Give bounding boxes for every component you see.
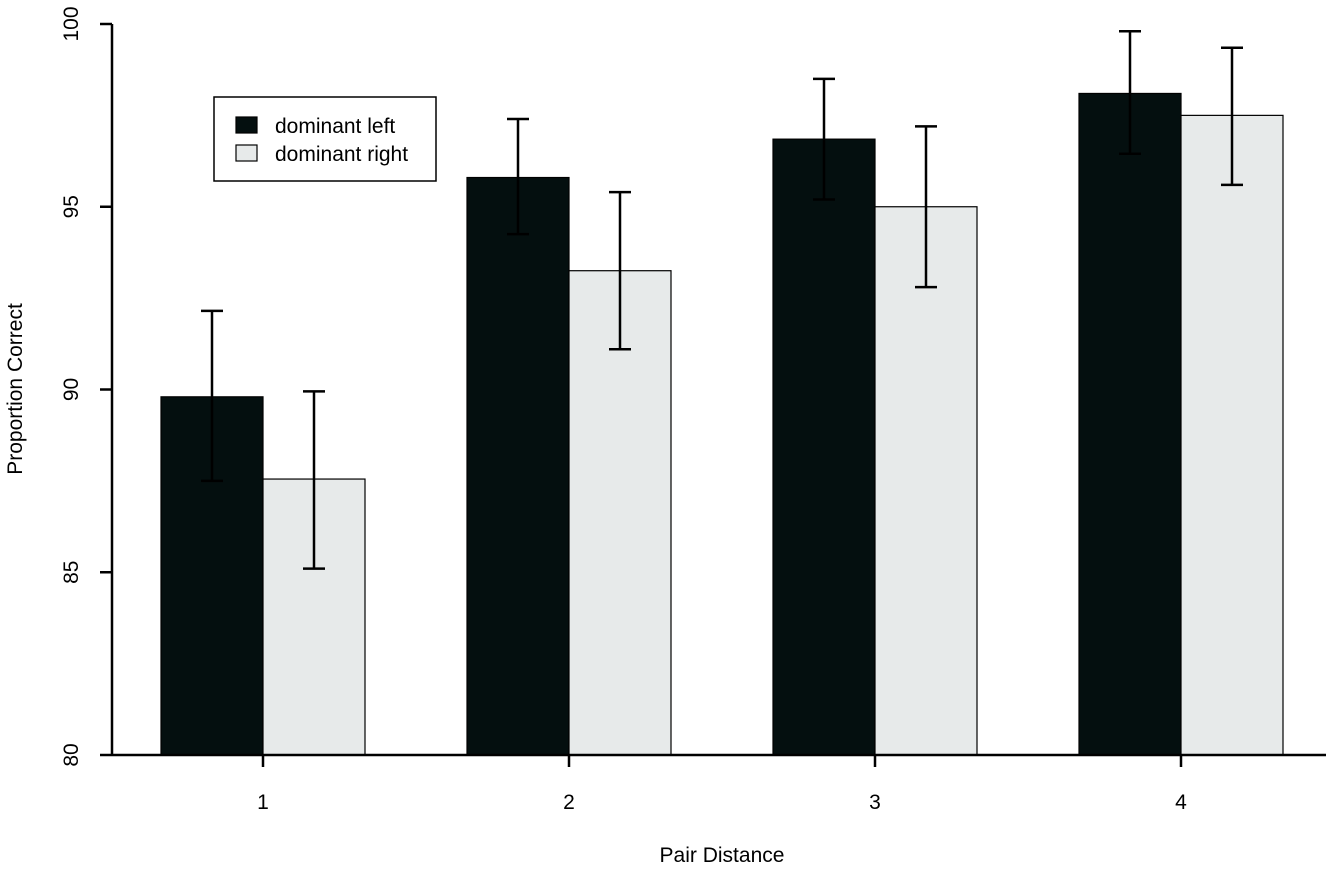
x-tick-label: 3 [869, 791, 881, 814]
legend-label-dominant-right: dominant right [275, 143, 408, 166]
bar-dominant-left-2 [466, 176, 570, 756]
y-tick-label: 100 [60, 6, 83, 41]
legend-swatch-dominant-right [235, 144, 258, 162]
x-tick-label: 2 [563, 791, 575, 814]
y-tick-label: 95 [60, 195, 83, 218]
error-bar [609, 190, 631, 351]
bar-dominant-right-3 [874, 206, 978, 756]
bar-dominant-left-4 [1078, 92, 1182, 756]
bar-dominant-left-3 [772, 138, 876, 756]
error-bar [507, 117, 529, 236]
error-bar [1221, 46, 1243, 187]
legend-swatch-dominant-left [235, 116, 258, 134]
bar-dominant-right-4 [1180, 114, 1284, 756]
x-axis-title: Pair Distance [660, 844, 785, 867]
bars-layer [160, 92, 1284, 756]
error-bars-layer [201, 30, 1243, 570]
legend-box [213, 96, 437, 182]
x-tick-label: 4 [1175, 791, 1187, 814]
error-bar [303, 390, 325, 570]
y-axis-title: Proportion Correct [4, 303, 27, 475]
x-tick-label: 1 [257, 791, 269, 814]
legend-label-dominant-left: dominant left [275, 115, 395, 138]
x-axis: 1 2 3 4 [112, 753, 1326, 814]
bar-dominant-right-2 [568, 270, 672, 756]
error-bar [201, 309, 223, 483]
y-tick-label: 85 [60, 561, 83, 584]
y-tick-label: 90 [60, 378, 83, 401]
error-bar [915, 125, 937, 289]
error-bar [813, 77, 835, 201]
y-axis: 80 85 90 95 100 [60, 6, 114, 767]
error-bar [1119, 30, 1141, 156]
legend: dominant left dominant right [213, 96, 437, 182]
y-tick-label: 80 [60, 743, 83, 766]
